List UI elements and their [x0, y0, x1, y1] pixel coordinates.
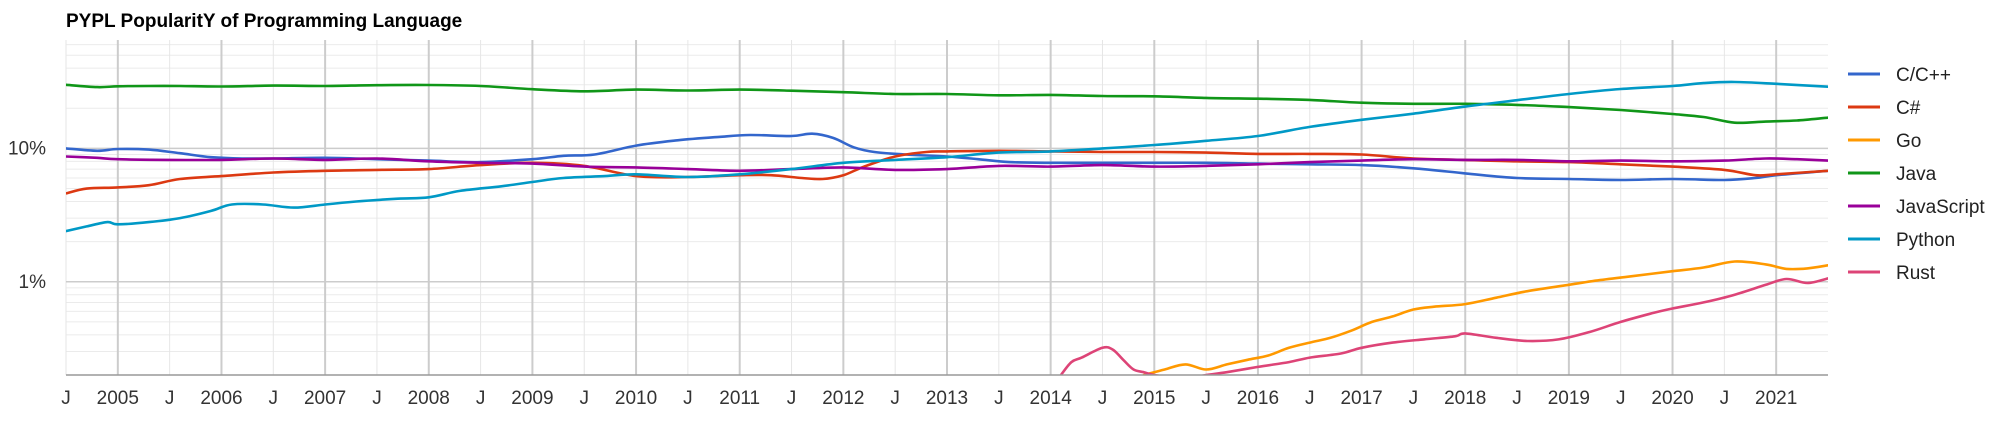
- series-line-rust: [1059, 277, 1828, 375]
- x-tick-label: 2020: [1651, 388, 1693, 409]
- series-line-java: [66, 83, 1828, 125]
- x-tick-label: 2017: [1340, 388, 1382, 409]
- x-tick-label: J: [994, 388, 1004, 409]
- series-line-go: [1142, 260, 1828, 375]
- x-tick-label: 2016: [1237, 388, 1279, 409]
- x-tick-label: 2021: [1755, 388, 1797, 409]
- chart-title: PYPL PopularitY of Programming Language: [66, 11, 463, 32]
- x-tick-label: 2019: [1548, 388, 1590, 409]
- y-tick-label: 1%: [19, 272, 47, 293]
- x-tick-label: 2012: [822, 388, 864, 409]
- legend-label-java: Java: [1896, 164, 1937, 185]
- x-tick-label: J: [165, 388, 175, 409]
- x-tick-label: 2010: [615, 388, 657, 409]
- x-tick-label: 2015: [1133, 388, 1175, 409]
- x-tick-label: 2009: [511, 388, 553, 409]
- legend-label-javascript: JavaScript: [1896, 197, 1985, 218]
- x-tick-label: J: [1409, 388, 1419, 409]
- x-tick-label: J: [1098, 388, 1108, 409]
- x-tick-label: 2005: [97, 388, 139, 409]
- x-tick-label: J: [1616, 388, 1626, 409]
- x-tick-label: J: [269, 388, 279, 409]
- x-tick-label: 2007: [304, 388, 346, 409]
- x-tick-label: J: [787, 388, 797, 409]
- x-tick-label: 2011: [719, 388, 760, 409]
- x-tick-label: J: [1720, 388, 1730, 409]
- legend-label-python: Python: [1896, 230, 1955, 251]
- x-tick-label: J: [372, 388, 382, 409]
- y-tick-label: 10%: [8, 138, 46, 159]
- series-line-javascript: [66, 155, 1828, 173]
- legend-label-c: C#: [1896, 98, 1921, 119]
- x-tick-label: J: [579, 388, 589, 409]
- x-tick-label: J: [1512, 388, 1522, 409]
- legend-label-rust: Rust: [1896, 263, 1936, 284]
- x-tick-label: J: [1201, 388, 1211, 409]
- legend: C/C++ C# Go Java JavaScript Python Rust: [1848, 65, 1985, 284]
- x-tick-label: 2008: [408, 388, 450, 409]
- x-tick-label: J: [890, 388, 900, 409]
- x-tick-label: J: [61, 388, 71, 409]
- series-line-python: [66, 80, 1828, 233]
- series-layer: [66, 80, 1828, 375]
- grid-layer: [65, 40, 1828, 375]
- x-tick-label: 2018: [1444, 388, 1486, 409]
- legend-label-c-c: C/C++: [1896, 65, 1951, 86]
- x-tick-label: J: [476, 388, 486, 409]
- axis-layer: 1% 10% J 2005 J 2006 J 2007 J 2008 J 2009 J 2010 J 2011…: [8, 138, 1828, 409]
- x-tick-label: 2006: [200, 388, 242, 409]
- legend-label-go: Go: [1896, 131, 1921, 152]
- x-tick-label: J: [683, 388, 693, 409]
- x-tick-label: 2013: [926, 388, 968, 409]
- x-tick-label: J: [1305, 388, 1315, 409]
- x-tick-label: 2014: [1030, 388, 1073, 409]
